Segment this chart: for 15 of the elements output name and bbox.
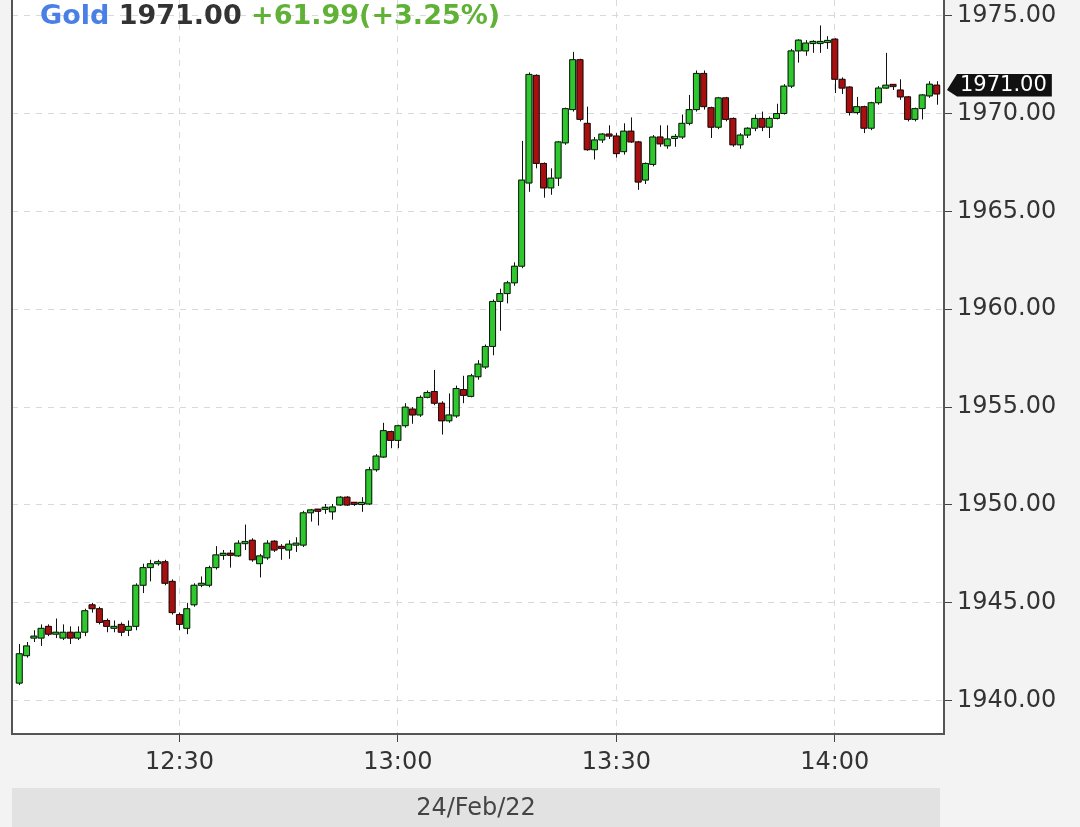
y-tick-label: 1955.00 (957, 391, 1057, 420)
x-tick-label: 12:30 (144, 746, 215, 775)
x-axis-title: 24/Feb/22 (12, 788, 940, 827)
x-tick-label: 13:00 (363, 746, 433, 775)
y-tick-label: 1970.00 (957, 97, 1057, 126)
text: 1971.00 (960, 71, 1047, 96)
y-tick-label: 1945.00 (957, 587, 1057, 616)
y-tick-label: 1965.00 (957, 195, 1057, 224)
y-tick-label: 1940.00 (957, 684, 1057, 713)
x-tick-label: 13:30 (581, 746, 651, 775)
y-tick-label: 1975.00 (957, 0, 1057, 28)
y-tick-label: 1950.00 (957, 489, 1057, 518)
x-tick-label: 14:00 (800, 746, 870, 775)
y-tick-label: 1960.00 (957, 293, 1057, 322)
chart-title: Gold 1971.00 +61.99(+3.25%) (40, 0, 501, 30)
